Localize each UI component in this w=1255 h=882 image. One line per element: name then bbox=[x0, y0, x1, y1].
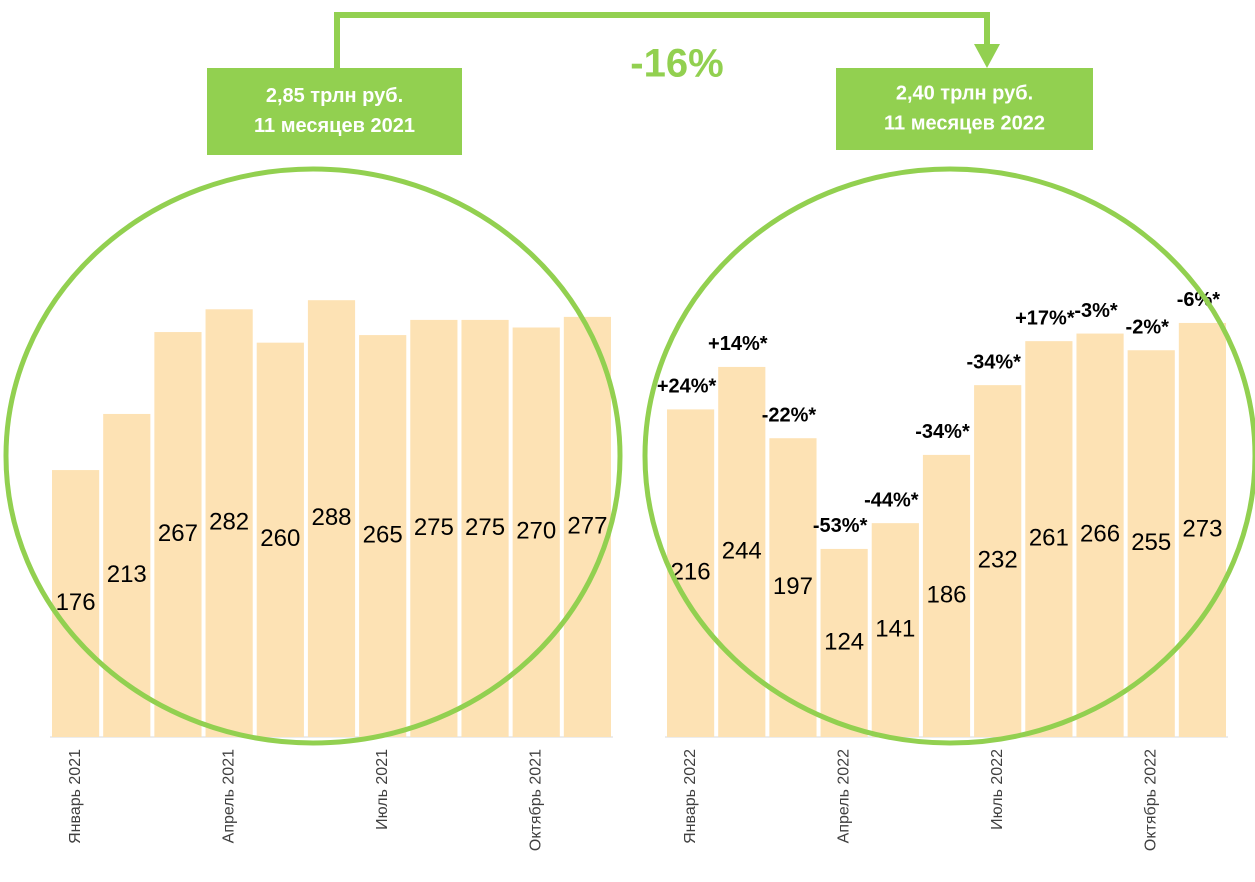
bar bbox=[563, 316, 611, 737]
summary-text: 2,85 трлн руб. bbox=[266, 85, 403, 107]
highlight-circle bbox=[3, 166, 623, 746]
value-label: 255 bbox=[1131, 529, 1171, 556]
change-annotation: -22%* bbox=[762, 404, 817, 426]
change-label: -16% bbox=[630, 42, 723, 86]
x-tick-label: Октябрь 2021 bbox=[527, 749, 544, 851]
bar bbox=[205, 309, 253, 737]
value-label: 232 bbox=[978, 546, 1018, 573]
x-tick-label: Январь 2022 bbox=[682, 749, 699, 844]
value-label: 270 bbox=[516, 518, 556, 545]
value-label: 288 bbox=[311, 504, 351, 531]
bar bbox=[461, 319, 509, 737]
change-annotation: -34%* bbox=[915, 421, 970, 443]
value-label: 275 bbox=[465, 514, 505, 541]
bar bbox=[52, 470, 100, 737]
arrow-head bbox=[974, 44, 1000, 68]
summary-box bbox=[836, 68, 1093, 150]
bar bbox=[256, 342, 304, 737]
value-label: 141 bbox=[875, 615, 915, 642]
change-annotation: +14%* bbox=[708, 333, 768, 355]
change-annotation: +17%* bbox=[1015, 307, 1075, 329]
change-annotation: +24%* bbox=[657, 376, 717, 398]
value-label: 261 bbox=[1029, 524, 1069, 551]
arrow bbox=[334, 12, 990, 68]
change-annotation: -34%* bbox=[966, 351, 1021, 373]
summary-text: 2,40 трлн руб. bbox=[896, 82, 1033, 104]
value-label: 244 bbox=[722, 537, 762, 564]
change-annotation: -44%* bbox=[864, 489, 919, 511]
x-tick-label: Июль 2021 bbox=[374, 749, 391, 830]
bar bbox=[359, 335, 407, 737]
value-label: 277 bbox=[567, 512, 607, 539]
highlight-circle bbox=[642, 166, 1255, 746]
value-label: 124 bbox=[824, 628, 864, 655]
value-label: 282 bbox=[209, 508, 249, 535]
change-annotation: -3%* bbox=[1074, 300, 1118, 322]
bar bbox=[769, 438, 817, 737]
value-label: 266 bbox=[1080, 521, 1120, 548]
x-tick-label: Январь 2021 bbox=[67, 749, 84, 844]
summary-text: 11 месяцев 2022 bbox=[884, 112, 1045, 134]
bar bbox=[154, 332, 202, 737]
value-label: 273 bbox=[1182, 515, 1222, 542]
bar bbox=[974, 385, 1022, 737]
bar bbox=[922, 454, 971, 737]
bar bbox=[718, 366, 766, 737]
value-label: 275 bbox=[414, 514, 454, 541]
value-label: 267 bbox=[158, 520, 198, 547]
x-tick-label: Июль 2022 bbox=[989, 749, 1006, 830]
bar bbox=[871, 523, 919, 737]
value-label: 186 bbox=[926, 581, 966, 608]
value-label: 197 bbox=[773, 573, 813, 600]
bar bbox=[1076, 333, 1124, 737]
value-label: 176 bbox=[56, 589, 96, 616]
bar bbox=[820, 548, 868, 737]
summary-box bbox=[207, 68, 462, 155]
x-tick-label: Апрель 2021 bbox=[220, 749, 237, 843]
change-annotation: -2%* bbox=[1126, 317, 1170, 339]
x-tick-label: Октябрь 2022 bbox=[1142, 749, 1159, 851]
bar bbox=[1025, 341, 1073, 737]
bar bbox=[410, 319, 458, 737]
summary-text: 11 месяцев 2021 bbox=[254, 115, 415, 137]
value-label: 260 bbox=[260, 525, 300, 552]
bar bbox=[307, 300, 356, 737]
value-label: 213 bbox=[107, 561, 147, 588]
value-label: 265 bbox=[363, 521, 403, 548]
change-annotation: -53%* bbox=[813, 515, 868, 537]
x-tick-label: Апрель 2022 bbox=[835, 749, 852, 843]
bar bbox=[1178, 322, 1226, 737]
bar bbox=[667, 409, 715, 737]
